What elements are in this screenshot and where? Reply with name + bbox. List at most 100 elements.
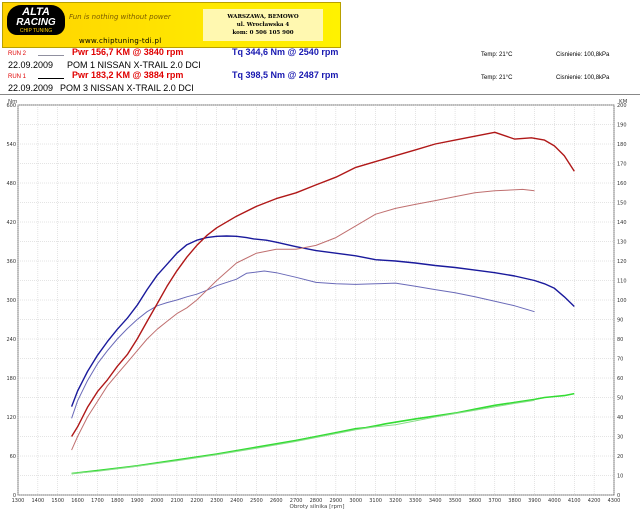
x-tick-label: 1600 [71,498,84,504]
x-tick-label: 3700 [488,498,501,504]
x-tick-label: 2500 [250,498,263,504]
x-tick-label: 2100 [171,498,184,504]
x-tick-label: 1400 [31,498,44,504]
y-right-tick-label: 80 [617,337,623,343]
y-right-tick-label: 20 [617,454,623,460]
y-right-tick-label: 0 [617,493,620,499]
y-right-tick-label: 170 [617,162,627,168]
header-divider [0,94,640,95]
y-right-tick-label: 200 [617,103,627,109]
logo-line2: RACING [16,17,56,28]
y-left-tick-label: 480 [6,181,16,187]
x-tick-label: 2600 [270,498,283,504]
x-tick-label: 3400 [429,498,442,504]
y-left-tick-label: 0 [13,493,16,499]
y-right-tick-label: 140 [617,220,627,226]
y-right-tick-label: 40 [617,415,623,421]
run1-pressure: Cisnienie: 100,8kPa [556,75,610,81]
x-tick-label: 3600 [469,498,482,504]
x-tick-label: 1900 [131,498,144,504]
run1-label: RUN 1 [8,74,27,80]
x-tick-label: 4000 [548,498,561,504]
series-line-run1_torque [70,235,575,407]
run1-date: 22.09.2009 [8,83,54,93]
x-tick-label: 2800 [310,498,323,504]
x-tick-label: 3000 [349,498,362,504]
contact-phone: kom: 0 506 105 900 [232,30,294,36]
contact-street: ul. Wrocławska 4 [236,22,290,28]
y-right-tick-label: 100 [617,298,627,304]
x-tick-label: 1500 [51,498,64,504]
tagline: Fun is nothing without power [69,13,171,21]
x-tick-label: 2700 [290,498,303,504]
y-left-tick-label: 300 [6,298,16,304]
y-left-tick-label: 600 [6,103,16,109]
x-tick-label: 1300 [12,498,25,504]
y-left-tick-label: 420 [6,220,16,226]
x-tick-label: 2400 [230,498,243,504]
run1-torque: Tq 398,5 Nm @ 2487 rpm [232,70,339,80]
x-tick-label: 3800 [508,498,521,504]
y-axis-left-unit: Nm [8,99,17,105]
header-banner: ALTA RACING CHIP TUNING Fun is nothing w… [2,2,341,48]
y-left-tick-label: 540 [6,142,16,148]
x-tick-label: 4300 [608,498,621,504]
y-right-tick-label: 120 [617,259,627,265]
y-axis-right-unit: KM [619,99,628,105]
run2-power: Pwr 156,7 KM @ 3840 rpm [72,47,184,57]
y-left-tick-label: 120 [6,415,16,421]
run-info-panel: RUN 2 Pwr 156,7 KM @ 3840 rpm Tq 344,6 N… [0,46,640,94]
series-line-run2_power [71,188,535,451]
run2-temp: Temp: 21°C [481,52,513,58]
logo-line3: CHIP TUNING [19,28,53,34]
x-tick-label: 2000 [151,498,164,504]
series-line-run2_loss [71,399,535,475]
x-tick-label: 4200 [588,498,601,504]
y-right-tick-label: 50 [617,396,623,402]
x-tick-label: 3300 [409,498,422,504]
y-right-tick-label: 130 [617,240,627,246]
x-tick-label: 1800 [111,498,124,504]
y-right-tick-label: 10 [617,474,623,480]
y-left-tick-label: 240 [6,337,16,343]
contact-city: WARSZAWA, BEMOWO [227,14,299,20]
run1-description: POM 3 NISSAN X-TRAIL 2.0 DCI [60,83,194,93]
x-tick-label: 1700 [91,498,104,504]
x-tick-label: 2900 [329,498,342,504]
run2-label: RUN 2 [8,51,27,57]
series-line-run1_power [71,131,575,437]
y-right-tick-label: 180 [617,142,627,148]
y-right-tick-label: 160 [617,181,627,187]
y-right-tick-label: 30 [617,435,623,441]
y-left-tick-label: 360 [6,259,16,265]
x-tick-label: 2300 [210,498,223,504]
y-right-tick-label: 150 [617,201,627,207]
y-right-tick-label: 190 [617,123,627,129]
website-url: www.chiptuning-tdi.pl [79,37,162,45]
run2-line-swatch [38,55,64,56]
run2-pressure: Cisnienie: 100,8kPa [556,52,610,58]
series-line-run1_loss [71,392,575,475]
series-line-run2_torque [71,270,535,419]
y-left-tick-label: 180 [6,376,16,382]
y-right-tick-label: 90 [617,318,623,324]
run2-torque: Tq 344,6 Nm @ 2540 rpm [232,47,339,57]
y-left-tick-label: 60 [10,454,16,460]
x-tick-label: 3900 [528,498,541,504]
run2-description: POM 1 NISSAN X-TRAIL 2.0 DCI [67,60,201,70]
run1-power: Pwr 183,2 KM @ 3884 rpm [72,70,184,80]
x-tick-label: 3200 [389,498,402,504]
x-tick-label: 2200 [190,498,203,504]
alta-racing-logo: ALTA RACING CHIP TUNING [7,5,65,35]
y-right-tick-label: 110 [617,279,627,285]
contact-box: WARSZAWA, BEMOWO ul. Wrocławska 4 kom: 0… [203,9,323,41]
y-right-tick-label: 60 [617,376,623,382]
run2-date: 22.09.2009 [8,60,54,70]
x-tick-label: 3500 [449,498,462,504]
logo-line1: ALTA [22,6,50,18]
x-axis-label: Obroty silnika [rpm] [289,504,344,510]
x-tick-label: 3100 [369,498,382,504]
run1-temp: Temp: 21°C [481,75,513,81]
y-right-tick-label: 70 [617,357,623,363]
x-tick-label: 4100 [568,498,581,504]
